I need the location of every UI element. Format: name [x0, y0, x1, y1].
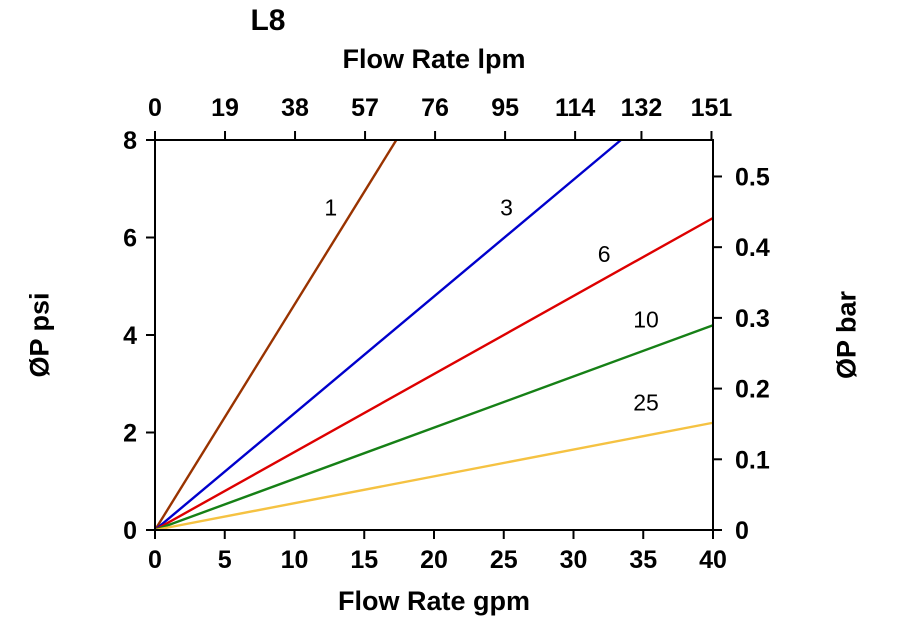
top-tick-label: 57: [351, 94, 379, 122]
bottom-tick-label: 25: [490, 546, 518, 574]
right-tick-label: 0.5: [735, 163, 770, 191]
right-tick-label: 0.4: [735, 234, 770, 262]
series-label-10: 10: [633, 307, 659, 333]
bottom-tick-label: 5: [218, 546, 232, 574]
top-tick-label: 38: [281, 94, 309, 122]
bottom-tick-label: 0: [148, 546, 162, 574]
series-label-6: 6: [598, 241, 611, 267]
series-label-25: 25: [633, 390, 659, 416]
series-line-10: [154, 324, 714, 532]
left-tick-label: 6: [123, 225, 137, 253]
left-tick-label: 0: [123, 517, 137, 545]
top-tick-label: 0: [148, 94, 162, 122]
top-tick-label: 76: [421, 94, 449, 122]
bottom-tick-label: 30: [560, 546, 588, 574]
top-tick-label: 95: [491, 94, 519, 122]
bottom-tick-label: 40: [699, 546, 727, 574]
right-tick-label: 0: [735, 517, 749, 545]
left-tick-label: 4: [123, 322, 137, 350]
chart-title: L8: [250, 4, 286, 37]
bottom-tick-label: 15: [350, 546, 378, 574]
bottom-tick-label: 10: [281, 546, 309, 574]
series-line-1: [153, 139, 398, 531]
left-tick-label: 8: [123, 127, 137, 155]
top-tick-label: 19: [211, 94, 239, 122]
bottom-axis-label: Flow Rate gpm: [337, 586, 530, 616]
series-label-3: 3: [500, 195, 513, 221]
right-tick-label: 0.1: [735, 446, 770, 474]
bottom-tick-label: 20: [420, 546, 448, 574]
top-axis-label: Flow Rate lpm: [342, 44, 526, 74]
series-line-25: [154, 421, 714, 532]
top-tick-label: 114: [555, 94, 595, 122]
plot-frame: [154, 139, 714, 531]
top-tick-label: 151: [691, 94, 733, 122]
top-tick-label: 132: [621, 94, 663, 122]
series-line-3: [154, 139, 622, 531]
series-label-1: 1: [324, 195, 337, 221]
left-tick-label: 2: [123, 420, 137, 448]
series-line-6: [154, 216, 714, 532]
bottom-tick-label: 35: [629, 546, 657, 574]
right-tick-label: 0.2: [735, 376, 770, 404]
right-tick-label: 0.3: [735, 305, 770, 333]
